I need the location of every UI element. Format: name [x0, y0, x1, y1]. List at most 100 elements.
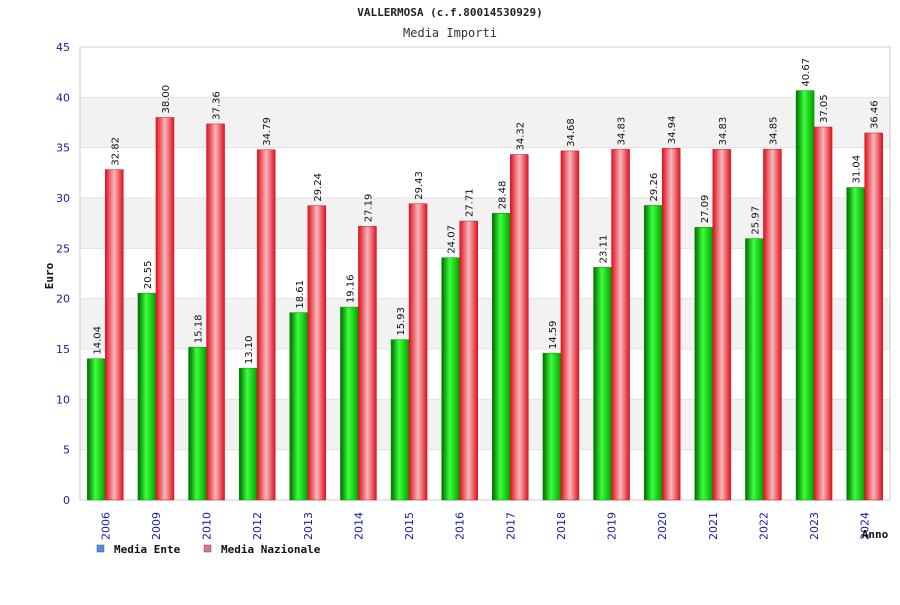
bar-media-ente-2006 — [87, 358, 106, 501]
data-label-media-ente-2020: 29.26 — [649, 173, 660, 202]
data-label-media-ente-2022: 25.97 — [750, 206, 761, 235]
data-label-media-nazionale-2023: 37.05 — [819, 94, 830, 123]
x-tick-label-2015: 2015 — [403, 512, 416, 540]
data-label-media-nazionale-2021: 34.83 — [718, 117, 729, 146]
y-tick-label: 35 — [56, 142, 70, 155]
bar-media-ente-2012 — [238, 367, 258, 501]
y-tick-label: 0 — [63, 494, 70, 507]
legend-swatch-media-nazionale — [203, 544, 212, 553]
data-label-media-nazionale-2013: 29.24 — [313, 173, 324, 202]
x-tick-label-2014: 2014 — [352, 512, 365, 540]
bar-media-ente-2023 — [795, 90, 815, 501]
data-label-media-ente-2010: 15.18 — [194, 315, 205, 344]
data-label-media-nazionale-2010: 37.36 — [212, 91, 223, 120]
bar-media-nazionale-2017 — [510, 154, 529, 501]
bar-media-ente-2016 — [441, 257, 460, 501]
data-label-media-ente-2006: 14.04 — [92, 326, 103, 355]
x-tick-label-2013: 2013 — [302, 512, 315, 540]
x-tick-label-2010: 2010 — [201, 512, 214, 540]
plot-area-border — [79, 46, 891, 501]
x-axis-label: Anno — [862, 528, 889, 541]
bar-media-ente-2009 — [137, 292, 157, 501]
data-label-media-ente-2019: 23.11 — [599, 235, 610, 264]
x-tick-label-2019: 2019 — [606, 512, 619, 540]
data-label-media-ente-2021: 27.09 — [700, 195, 711, 224]
x-tick-label-2020: 2020 — [656, 512, 669, 540]
data-label-media-nazionale-2019: 34.83 — [617, 117, 628, 146]
bar-media-ente-2024 — [846, 187, 865, 501]
bar-media-nazionale-2023 — [813, 126, 833, 501]
y-tick-label: 45 — [56, 41, 70, 54]
data-label-media-ente-2014: 19.16 — [345, 274, 356, 303]
data-label-media-ente-2017: 28.48 — [497, 181, 508, 210]
data-label-media-nazionale-2015: 29.43 — [414, 171, 425, 200]
data-label-media-nazionale-2012: 34.79 — [262, 117, 273, 146]
bar-media-nazionale-2020 — [661, 148, 681, 501]
data-label-media-nazionale-2018: 34.68 — [566, 118, 577, 147]
bar-media-nazionale-2022 — [763, 148, 782, 501]
data-label-media-ente-2013: 18.61 — [295, 280, 306, 309]
bar-media-nazionale-2006 — [105, 169, 124, 501]
data-label-media-nazionale-2022: 34.85 — [768, 117, 779, 146]
bar-media-ente-2014 — [340, 306, 359, 501]
x-tick-label-2022: 2022 — [757, 512, 770, 540]
data-label-media-ente-2009: 20.55 — [143, 260, 154, 289]
bar-media-nazionale-2012 — [256, 149, 276, 501]
data-label-media-nazionale-2020: 34.94 — [667, 116, 678, 145]
bar-media-ente-2018 — [542, 352, 562, 501]
bar-media-nazionale-2024 — [864, 132, 883, 501]
y-axis-label: Euro — [43, 262, 56, 289]
y-tick-label: 40 — [56, 91, 70, 104]
x-tick-label-2006: 2006 — [99, 512, 112, 540]
y-tick-label: 10 — [56, 393, 70, 406]
bar-media-ente-2013 — [289, 312, 309, 501]
y-tick-label: 5 — [63, 444, 70, 457]
data-label-media-ente-2023: 40.67 — [801, 58, 812, 87]
bar-media-nazionale-2010 — [206, 123, 225, 501]
data-label-media-ente-2016: 24.07 — [447, 225, 458, 254]
bar-media-nazionale-2021 — [712, 149, 732, 501]
x-tick-label-2018: 2018 — [555, 512, 568, 540]
x-tick-label-2009: 2009 — [150, 512, 163, 540]
bar-media-nazionale-2019 — [611, 149, 630, 501]
data-labels: 14.04 32.82 20.55 38.00 15.18 37.36 13.10 34.79… — [92, 58, 880, 364]
chart-subtitle: Media Importi — [403, 26, 497, 40]
legend-swatch-media-ente — [96, 544, 105, 553]
bar-media-ente-2021 — [694, 227, 714, 501]
bar-media-ente-2020 — [643, 205, 663, 501]
x-tick-label-2024: 2024 — [859, 512, 872, 540]
data-label-media-ente-2024: 31.04 — [852, 155, 863, 184]
y-tick-label: 30 — [56, 192, 70, 205]
y-tick-label: 15 — [56, 343, 70, 356]
x-tick-label-2021: 2021 — [707, 512, 720, 540]
x-axis-ticks: 2006 2009 2010 2012 2013 2014 2015 2016 2017 2018… — [99, 512, 871, 540]
bar-media-nazionale-2015 — [408, 203, 428, 501]
x-tick-label-2016: 2016 — [454, 512, 467, 540]
y-tick-label: 20 — [56, 293, 70, 306]
data-label-media-ente-2018: 14.59 — [548, 320, 559, 349]
x-tick-label-2017: 2017 — [504, 512, 517, 540]
data-label-media-nazionale-2024: 36.46 — [870, 100, 881, 129]
data-label-media-nazionale-2009: 38.00 — [161, 85, 172, 114]
data-label-media-ente-2015: 15.93 — [396, 307, 407, 336]
x-tick-label-2012: 2012 — [251, 512, 264, 540]
bar-media-ente-2019 — [593, 267, 612, 501]
bar-media-ente-2017 — [492, 213, 511, 501]
bar-media-nazionale-2016 — [459, 220, 478, 501]
bar-media-nazionale-2014 — [358, 226, 377, 501]
data-label-media-nazionale-2017: 34.32 — [515, 122, 526, 151]
data-label-media-nazionale-2006: 32.82 — [110, 137, 121, 166]
data-label-media-ente-2012: 13.10 — [244, 335, 255, 364]
x-tick-label-2023: 2023 — [808, 512, 821, 540]
bar-media-nazionale-2018 — [560, 150, 580, 501]
bar-media-ente-2015 — [390, 339, 410, 501]
data-label-media-nazionale-2016: 27.71 — [465, 188, 476, 217]
bar-media-nazionale-2013 — [307, 205, 327, 501]
bar-media-ente-2010 — [188, 346, 207, 501]
y-tick-label: 25 — [56, 242, 70, 255]
legend-label-media-nazionale: Media Nazionale — [221, 543, 321, 556]
bar-media-ente-2022 — [745, 238, 764, 501]
bar-media-nazionale-2009 — [155, 117, 175, 501]
